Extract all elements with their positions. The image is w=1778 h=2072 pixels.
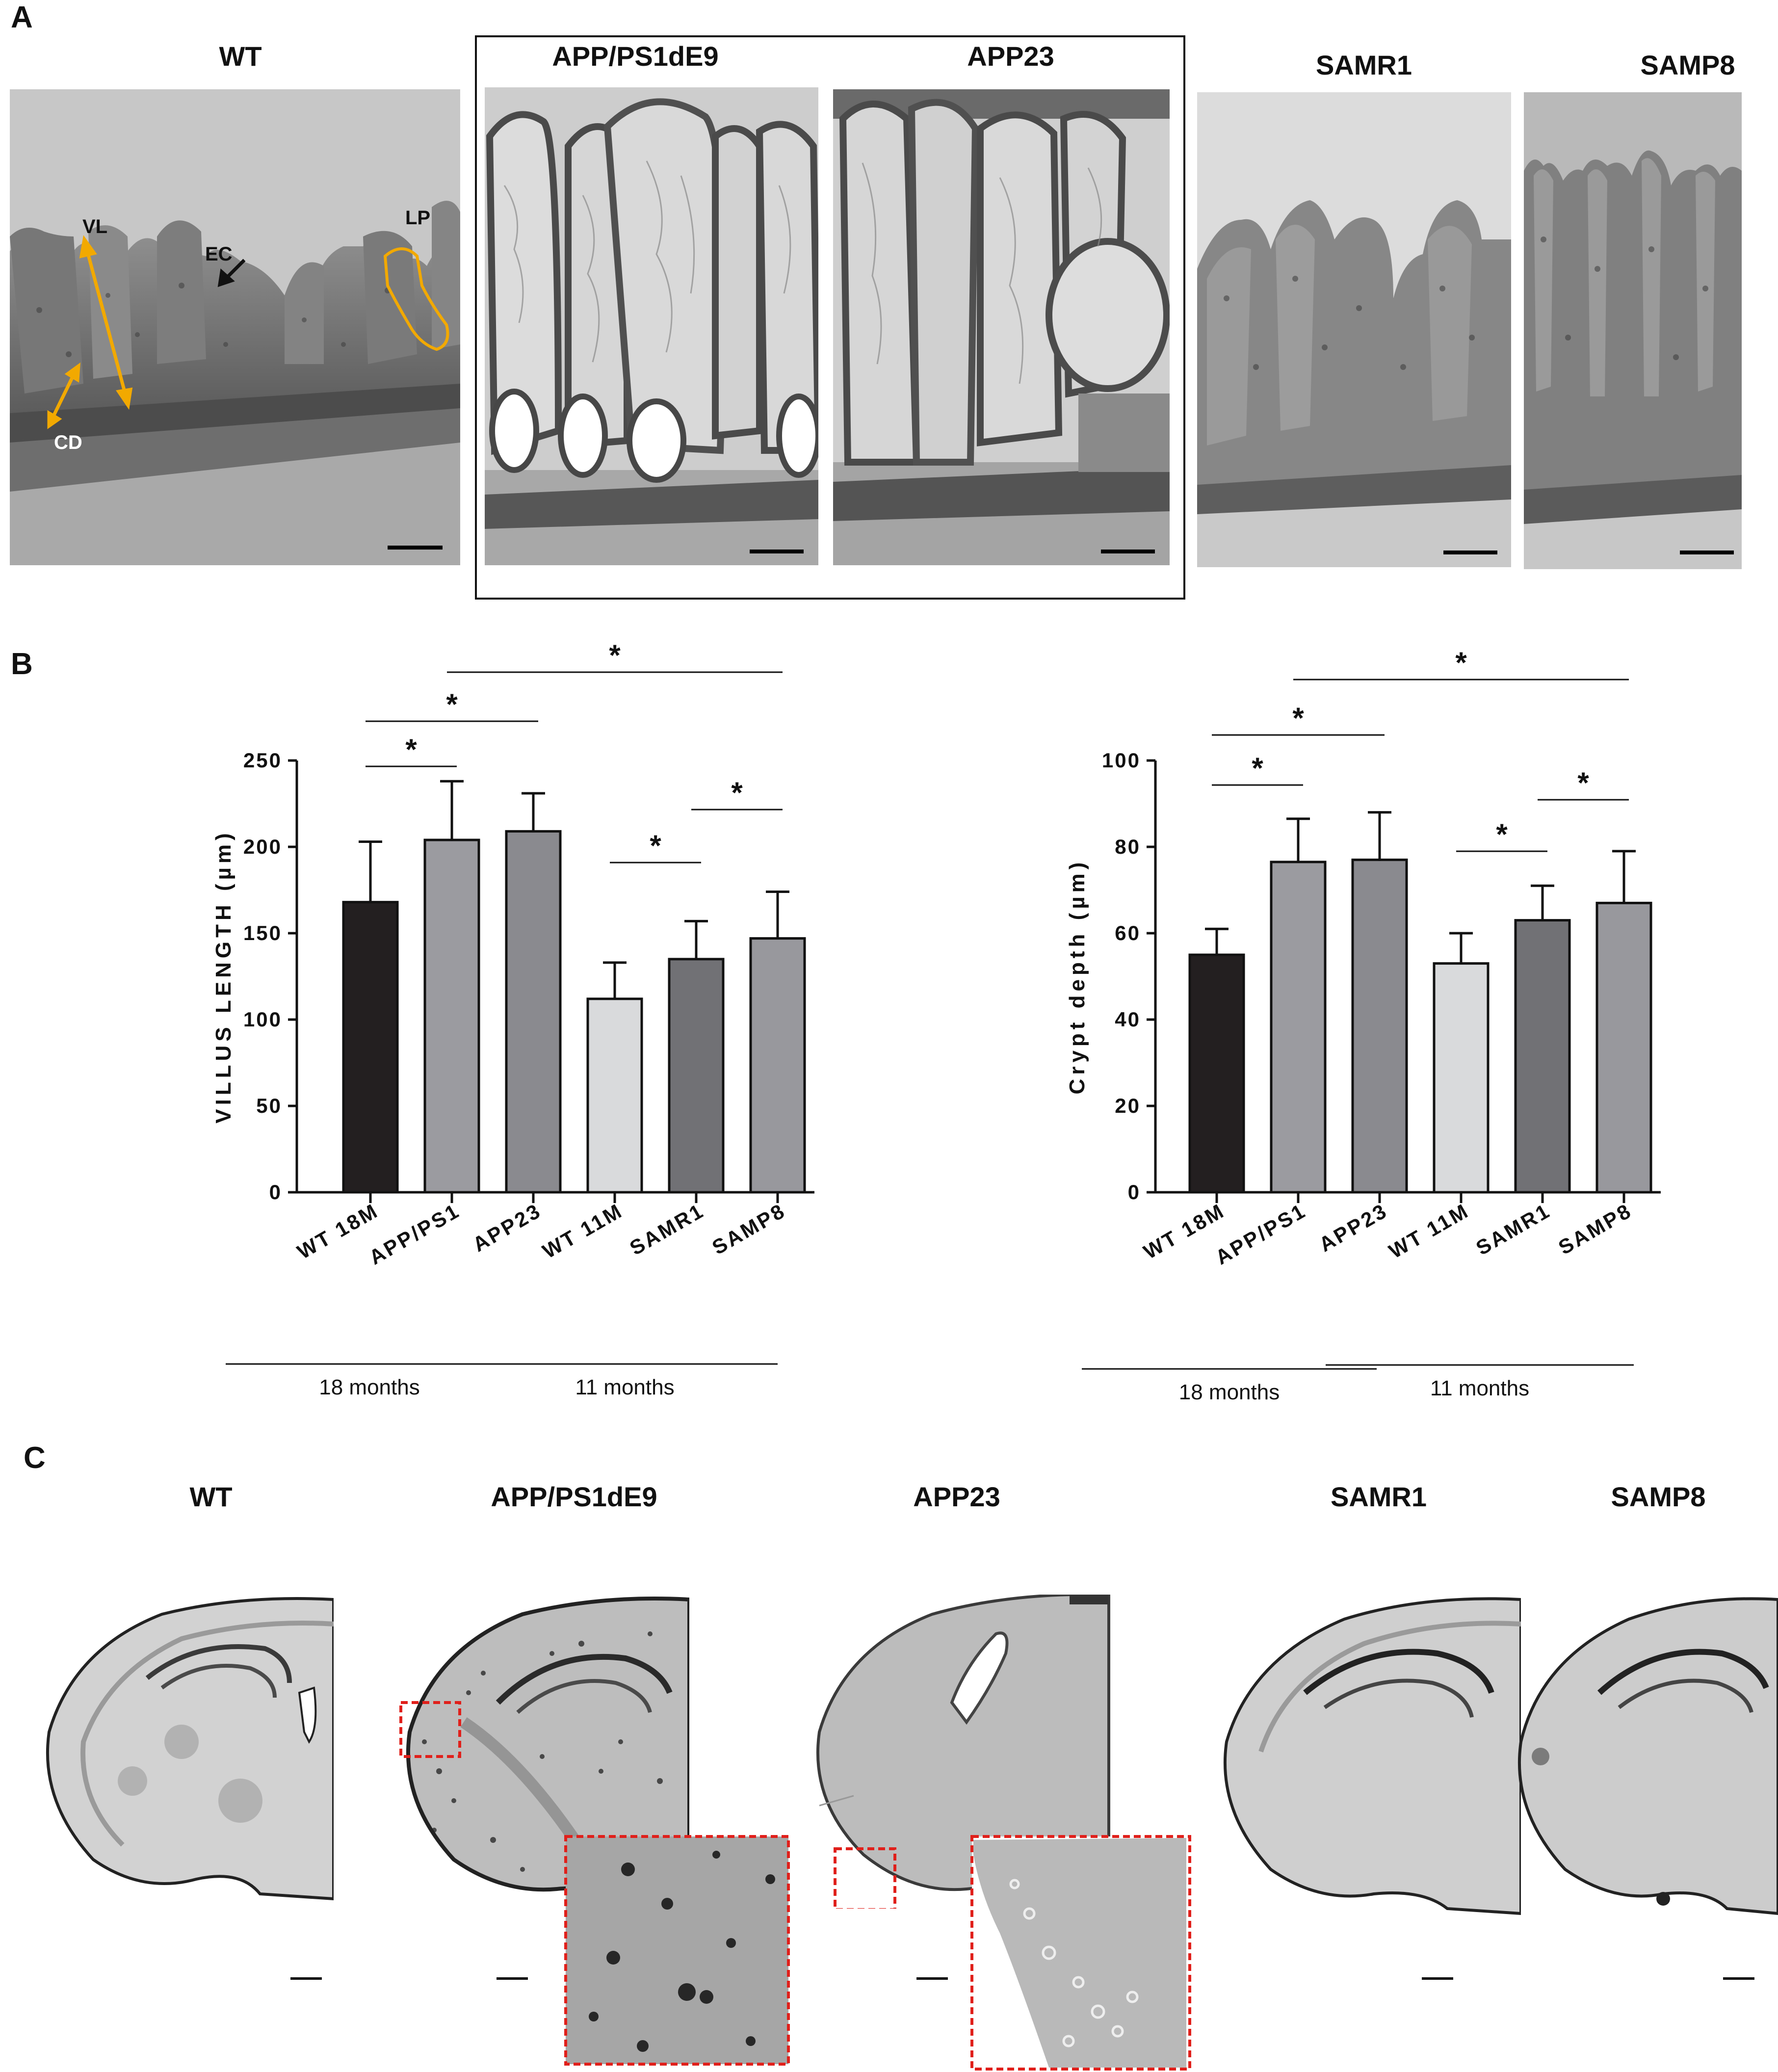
- significance-star: *: [731, 776, 743, 809]
- bar: [586, 997, 643, 1194]
- y-tick-label: 0: [1128, 1180, 1141, 1204]
- group-label: 11 months: [575, 1375, 674, 1399]
- bar: [1188, 953, 1245, 1194]
- panel-c-title-samr1: SAMR1: [1330, 1481, 1427, 1512]
- brain-section-samr1-image: [1223, 1597, 1521, 1915]
- panel-a-title-app23: APP23: [967, 41, 1054, 72]
- panel-a-title-wt: WT: [219, 41, 262, 72]
- bar: [1433, 962, 1490, 1194]
- panel-a-title-samp8: SAMP8: [1640, 50, 1735, 80]
- panel-a-title-app-ps1de9: APP/PS1dE9: [552, 41, 719, 72]
- histology-app-ps1de9-image: [485, 87, 818, 565]
- crypt-depth-arrow: [47, 362, 81, 429]
- bar: [749, 937, 806, 1194]
- significance-star: *: [1455, 646, 1467, 679]
- x-tick-label: APP23: [1315, 1199, 1391, 1256]
- brain-section-wt-image: [46, 1597, 334, 1901]
- brain-section-samp8-image: [1517, 1597, 1778, 1915]
- significance-star: *: [405, 733, 417, 766]
- panel-c-title-app-ps1de9: APP/PS1dE9: [491, 1481, 657, 1512]
- scale-bar: [388, 546, 443, 550]
- inset-app-ps1de9-zoom-image: [564, 1835, 790, 2066]
- bar: [342, 901, 399, 1194]
- bar: [1351, 858, 1408, 1194]
- bar: [668, 958, 725, 1194]
- significance-star: *: [1577, 766, 1589, 799]
- panel-letter-b: B: [11, 647, 33, 681]
- panel-c-title-wt: WT: [189, 1481, 233, 1512]
- y-tick-label: 40: [1115, 1008, 1141, 1031]
- y-tick-label: 20: [1115, 1094, 1141, 1117]
- histology-app23-image: [833, 89, 1170, 565]
- y-tick-label: 100: [243, 1008, 282, 1031]
- enterocyte-arrow: [217, 259, 246, 288]
- y-axis-label: Crypt depth (µm): [1065, 859, 1089, 1095]
- villus-length-arrow: [79, 235, 133, 410]
- y-tick-label: 100: [1102, 749, 1141, 772]
- panel-letter-c: C: [24, 1441, 46, 1475]
- annotation-vl: VL: [82, 216, 108, 237]
- x-tick-label: SAMR1: [1472, 1199, 1554, 1259]
- lamina-propria-outline: [383, 247, 449, 351]
- wt-annotation-overlay: [47, 235, 449, 429]
- panel-a-title-samr1: SAMR1: [1315, 50, 1412, 80]
- x-tick-label: SAMP8: [708, 1199, 789, 1259]
- y-tick-label: 250: [243, 749, 282, 772]
- x-tick-label: SAMP8: [1554, 1199, 1636, 1259]
- annotation-cd: CD: [54, 432, 82, 453]
- x-tick-label: WT 11M: [539, 1199, 627, 1263]
- significance-star: *: [609, 639, 621, 672]
- significance-star: *: [1252, 752, 1263, 785]
- y-tick-label: 150: [243, 921, 282, 944]
- y-tick-label: 0: [269, 1180, 282, 1204]
- histology-samp8-image: [1524, 92, 1742, 569]
- scale-bar: [497, 1977, 528, 1980]
- y-axis-label: VILLUS LENGTH (µm): [211, 829, 235, 1124]
- scale-bar: [1680, 551, 1734, 554]
- annotation-lp: LP: [405, 207, 431, 229]
- x-tick-label: SAMR1: [626, 1199, 708, 1259]
- x-tick-label: APP/PS1: [1211, 1199, 1310, 1269]
- panel-c-title-app23: APP23: [913, 1481, 1000, 1512]
- bar: [1514, 919, 1571, 1194]
- annotation-ec: EC: [205, 243, 233, 265]
- y-tick-label: 200: [243, 835, 282, 858]
- brain-section-app-ps1de9-image: [399, 1597, 689, 1916]
- y-tick-label: 80: [1115, 835, 1141, 858]
- significance-star: *: [650, 829, 661, 862]
- group-label: 18 months: [319, 1375, 419, 1399]
- bar: [1270, 861, 1327, 1194]
- significance-star: *: [1496, 818, 1508, 851]
- scale-bar: [1101, 550, 1155, 553]
- x-tick-label: APP/PS1: [365, 1199, 464, 1269]
- scale-bar: [1723, 1977, 1754, 1980]
- significance-star: *: [1292, 702, 1304, 734]
- x-tick-label: APP23: [469, 1199, 545, 1256]
- inset-app23-zoom-image: [970, 1835, 1191, 2071]
- scale-bar: [1422, 1977, 1453, 1980]
- bar: [423, 839, 480, 1194]
- scale-bar: [916, 1977, 948, 1980]
- x-tick-label: WT 11M: [1385, 1199, 1473, 1263]
- bar: [505, 830, 562, 1194]
- significance-star: *: [446, 688, 458, 721]
- panel-c-title-samp8: SAMP8: [1611, 1481, 1706, 1512]
- scale-bar: [290, 1977, 322, 1980]
- bar: [1595, 901, 1652, 1194]
- histology-samr1-image: [1197, 92, 1511, 567]
- panel-letter-a: A: [11, 0, 33, 34]
- scale-bar: [1443, 551, 1497, 554]
- scale-bar: [750, 550, 804, 553]
- group-label: 11 months: [1430, 1376, 1529, 1400]
- y-tick-label: 60: [1115, 921, 1141, 944]
- brain-section-app23-image: [816, 1595, 1110, 1909]
- y-tick-label: 50: [256, 1094, 282, 1117]
- group-label: 18 months: [1179, 1380, 1280, 1404]
- ad-model-frame: [475, 35, 1185, 600]
